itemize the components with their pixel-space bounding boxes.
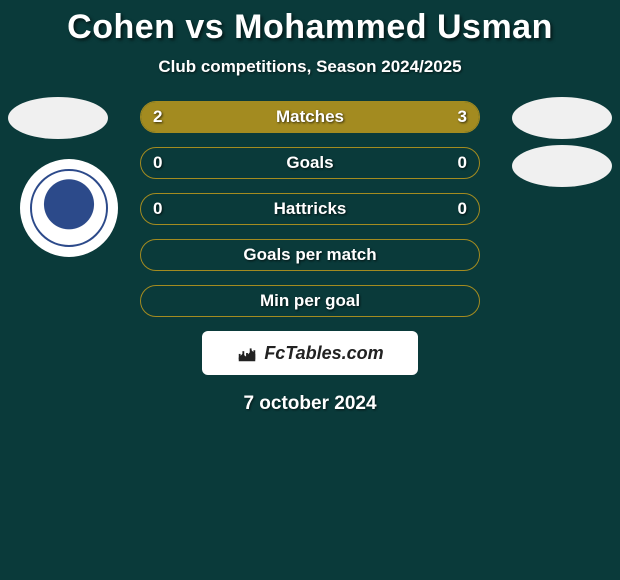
bar-label: Goals bbox=[141, 153, 479, 173]
stat-bar-row: 00Goals bbox=[140, 147, 480, 179]
chart-icon bbox=[236, 342, 258, 364]
player-right-logo-placeholder-2 bbox=[512, 145, 612, 187]
stat-bars: 23Matches 00Goals 00Hattricks Goals per mat… bbox=[140, 101, 480, 317]
bar-label: Min per goal bbox=[141, 291, 479, 311]
player-left-logo-placeholder bbox=[8, 97, 108, 139]
stat-bar-row: 23Matches bbox=[140, 101, 480, 133]
brand-text: FcTables.com bbox=[264, 343, 383, 364]
bar-label: Goals per match bbox=[141, 245, 479, 265]
bar-label: Hattricks bbox=[141, 199, 479, 219]
stat-bar-row: Goals per match bbox=[140, 239, 480, 271]
stat-bar-row: Min per goal bbox=[140, 285, 480, 317]
page-title: Cohen vs Mohammed Usman bbox=[0, 0, 620, 47]
subtitle: Club competitions, Season 2024/2025 bbox=[0, 57, 620, 77]
brand-box: FcTables.com bbox=[202, 331, 418, 375]
stat-bar-row: 00Hattricks bbox=[140, 193, 480, 225]
player-right-logo-placeholder bbox=[512, 97, 612, 139]
date-text: 7 october 2024 bbox=[0, 393, 620, 415]
comparison-content: 23Matches 00Goals 00Hattricks Goals per mat… bbox=[0, 101, 620, 415]
club-badge-shield-icon bbox=[30, 169, 108, 247]
club-badge-left bbox=[20, 159, 118, 257]
bar-label: Matches bbox=[141, 107, 479, 127]
